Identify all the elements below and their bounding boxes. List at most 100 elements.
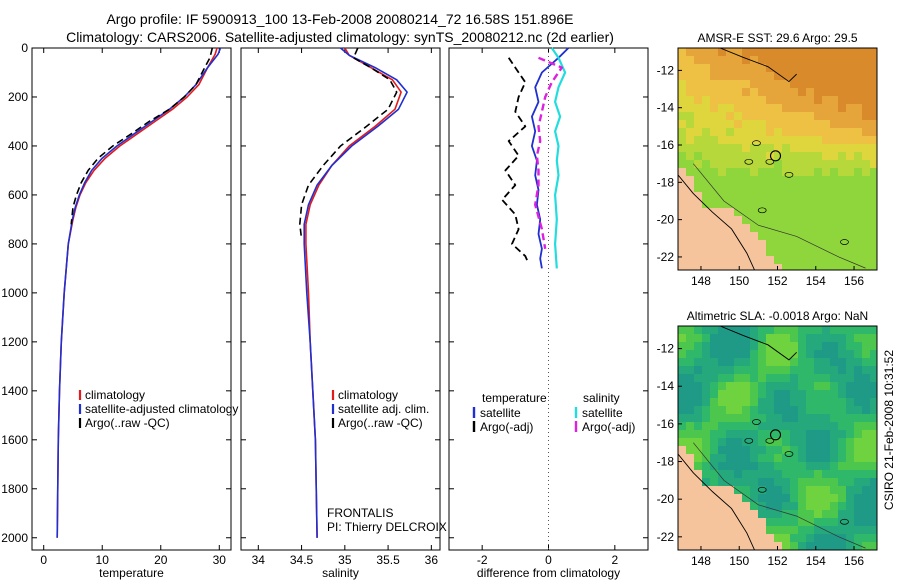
map-cell [710,414,718,422]
map-cell [846,446,854,454]
map-cell [798,48,806,56]
map-cell [702,208,710,216]
map-cell [726,358,734,366]
map-cell [814,200,822,208]
map-cell [734,120,742,128]
map-cell [702,160,710,168]
map-cell [782,240,790,248]
map-cell [766,72,774,80]
map-cell [686,96,694,104]
map-cell [782,542,790,550]
map-cell [734,256,742,264]
map-cell [854,96,862,104]
map-cell [798,462,806,470]
map-cell [758,510,766,518]
map-cell [798,160,806,168]
profile-panel-2: 34 34.5 35 35.5 36 salinity climatologysatelli… [240,47,447,580]
map-cell [702,462,710,470]
map-cell [694,256,702,264]
map-cell [766,422,774,430]
map-cell [766,486,774,494]
map-cell [710,518,718,526]
map-cell [678,56,686,64]
map-cell [862,430,870,438]
map-cell [822,390,830,398]
map-cell [798,374,806,382]
map-cell [782,168,790,176]
map-cell [694,462,702,470]
map-cell [846,358,854,366]
map-cell [870,136,877,144]
map-cell [766,494,774,502]
map-cell [790,160,798,168]
map-cell [774,446,782,454]
map-cell [782,366,790,374]
map-cell [694,136,702,144]
map-cell [734,200,742,208]
map-cell [718,382,726,390]
map-cell [822,374,830,382]
map-cell [742,56,750,64]
map-cell [758,256,766,264]
map-cell [742,398,750,406]
map-cell [742,136,750,144]
map-cell [678,374,686,382]
map-cell [870,526,877,534]
map-cell [806,534,814,542]
map-cell [806,240,814,248]
y-tick-label: -14 [657,379,675,393]
map-cell [758,112,766,120]
map-cell [830,136,838,144]
map-cell [830,534,838,542]
map-cell [694,120,702,128]
map-panel-2: Altimetric SLA: -0.0018 Argo: NaN 148 150 1… [657,309,878,568]
map-cell [838,136,846,144]
map-cell [806,398,814,406]
map-cell [798,478,806,486]
map-cell [750,48,758,56]
map-cell [774,398,782,406]
map-cell [846,88,854,96]
map-cell [702,518,710,526]
map-cell [694,326,702,334]
map-cell [678,366,686,374]
map-cell [774,510,782,518]
map-cell [782,144,790,152]
map-cell [686,224,694,232]
map-cell [838,406,846,414]
map-cell [766,462,774,470]
map-cell [838,422,846,430]
y-tick-label: -18 [657,455,675,469]
map-cell [694,112,702,120]
map-cell [718,534,726,542]
map-cell [694,216,702,224]
map-cell [750,88,758,96]
map-cell [806,80,814,88]
map-cell [790,382,798,390]
map-cell [686,470,694,478]
map-cell [790,88,798,96]
reef-contour [840,518,849,525]
map-cell [678,208,686,216]
map-cell [822,486,830,494]
map-cell [750,382,758,390]
y-tick-label: 1800 [1,482,28,496]
map-cell [742,112,750,120]
map-cell [854,136,862,144]
map-cell [830,168,838,176]
map-cell [854,406,862,414]
map-cell [814,72,822,80]
map-cell [790,216,798,224]
map-cell [750,406,758,414]
map-cell [830,256,838,264]
map-cell [774,96,782,104]
map-cell [854,398,862,406]
map-cell [870,374,877,382]
map-cell [758,342,766,350]
map-cell [798,152,806,160]
map-cell [702,120,710,128]
map-cell [838,398,846,406]
map-cell [854,112,862,120]
map-cell [822,128,830,136]
map-cell [718,390,726,398]
